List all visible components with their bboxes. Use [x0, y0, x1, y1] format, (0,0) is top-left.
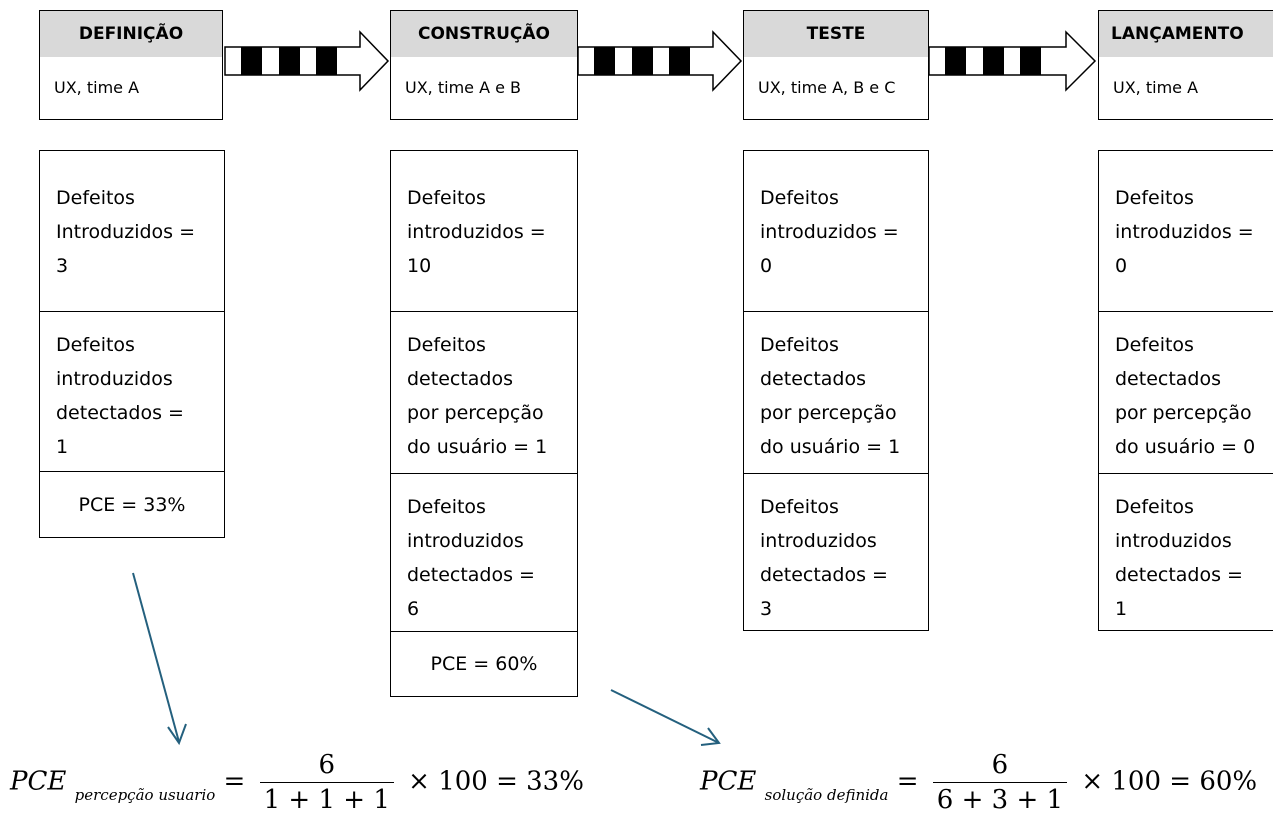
pce-value: PCE = 33%: [40, 471, 224, 539]
metric-introduced: Defeitos introduzidos = 0: [760, 187, 899, 277]
pce-value: PCE = 60%: [391, 631, 577, 698]
metric-detected: Defeitos introduzidos detectados = 1: [40, 311, 224, 471]
metric-detected: Defeitos introduzidos detectados = 1: [1099, 473, 1273, 632]
formula-multiplier: × 100: [1081, 766, 1162, 797]
flow-arrow-definicao-construcao: [224, 30, 390, 92]
metric-detected: Defeitos introduzidos detectados = 3: [744, 473, 928, 632]
stage-team-teste: UX, time A, B e C: [743, 57, 929, 120]
formula-pce-percepcao: PCE percepção usuario = 6 1 + 1 + 1 × 10…: [10, 748, 584, 817]
metric-detected: Defeitos introduzidos detectados = 6: [391, 473, 577, 631]
annotation-arrow-pce-solucao: [610, 689, 721, 746]
formula-equals: =: [223, 766, 246, 797]
metrics-box-definicao: Defeitos Introduzidos = 3 Defeitos intro…: [39, 150, 225, 538]
stage-header-lancamento: LANÇAMENTO: [1098, 10, 1273, 58]
stage-header-definicao: DEFINIÇÃO: [39, 10, 223, 58]
formula-symbol: PCE: [700, 766, 757, 797]
stage-team-lancamento: UX, time A: [1098, 57, 1273, 120]
formula-equals: =: [896, 766, 919, 797]
formula-fraction: 6 1 + 1 + 1: [259, 748, 394, 817]
metric-introduced: Defeitos introduzidos = 0: [1115, 187, 1254, 277]
metrics-box-construcao: Defeitos introduzidos = 10 Defeitos dete…: [390, 150, 578, 697]
flow-arrow-construcao-teste: [577, 30, 743, 92]
metric-introduced: Defeitos introduzidos = 10: [407, 187, 546, 277]
metric-user-detected: Defeitos detectados por percepção do usu…: [1099, 311, 1273, 473]
formula-pce-solucao: PCE solução definida = 6 6 + 3 + 1 × 100…: [700, 748, 1257, 817]
formula-numerator: 6: [932, 748, 1068, 783]
formula-symbol: PCE: [10, 766, 67, 797]
formula-subscript: percepção usuario: [74, 785, 216, 804]
formula-denominator: 6 + 3 + 1: [936, 785, 1064, 815]
formula-fraction: 6 6 + 3 + 1: [932, 748, 1068, 817]
formula-result: = 60%: [1169, 766, 1258, 797]
formula-numerator: 6: [259, 748, 394, 783]
metric-user-detected: Defeitos detectados por percepção do usu…: [744, 311, 928, 473]
formula-denominator: 1 + 1 + 1: [263, 785, 390, 815]
metrics-box-teste: Defeitos introduzidos = 0 Defeitos detec…: [743, 150, 929, 631]
flow-arrow-teste-lancamento: [928, 30, 1097, 92]
metrics-box-lancamento: Defeitos introduzidos = 0 Defeitos detec…: [1098, 150, 1273, 631]
stage-header-construcao: CONSTRUÇÃO: [390, 10, 578, 58]
formula-result: = 33%: [496, 766, 584, 797]
formula-multiplier: × 100: [408, 766, 488, 797]
stage-header-teste: TESTE: [743, 10, 929, 58]
metric-user-detected: Defeitos detectados por percepção do usu…: [391, 311, 577, 473]
stage-team-construcao: UX, time A e B: [390, 57, 578, 120]
metric-introduced: Defeitos Introduzidos = 3: [56, 187, 196, 277]
annotation-arrow-pce-percepcao: [132, 572, 187, 746]
formula-subscript: solução definida: [764, 785, 889, 804]
stage-team-definicao: UX, time A: [39, 57, 223, 120]
